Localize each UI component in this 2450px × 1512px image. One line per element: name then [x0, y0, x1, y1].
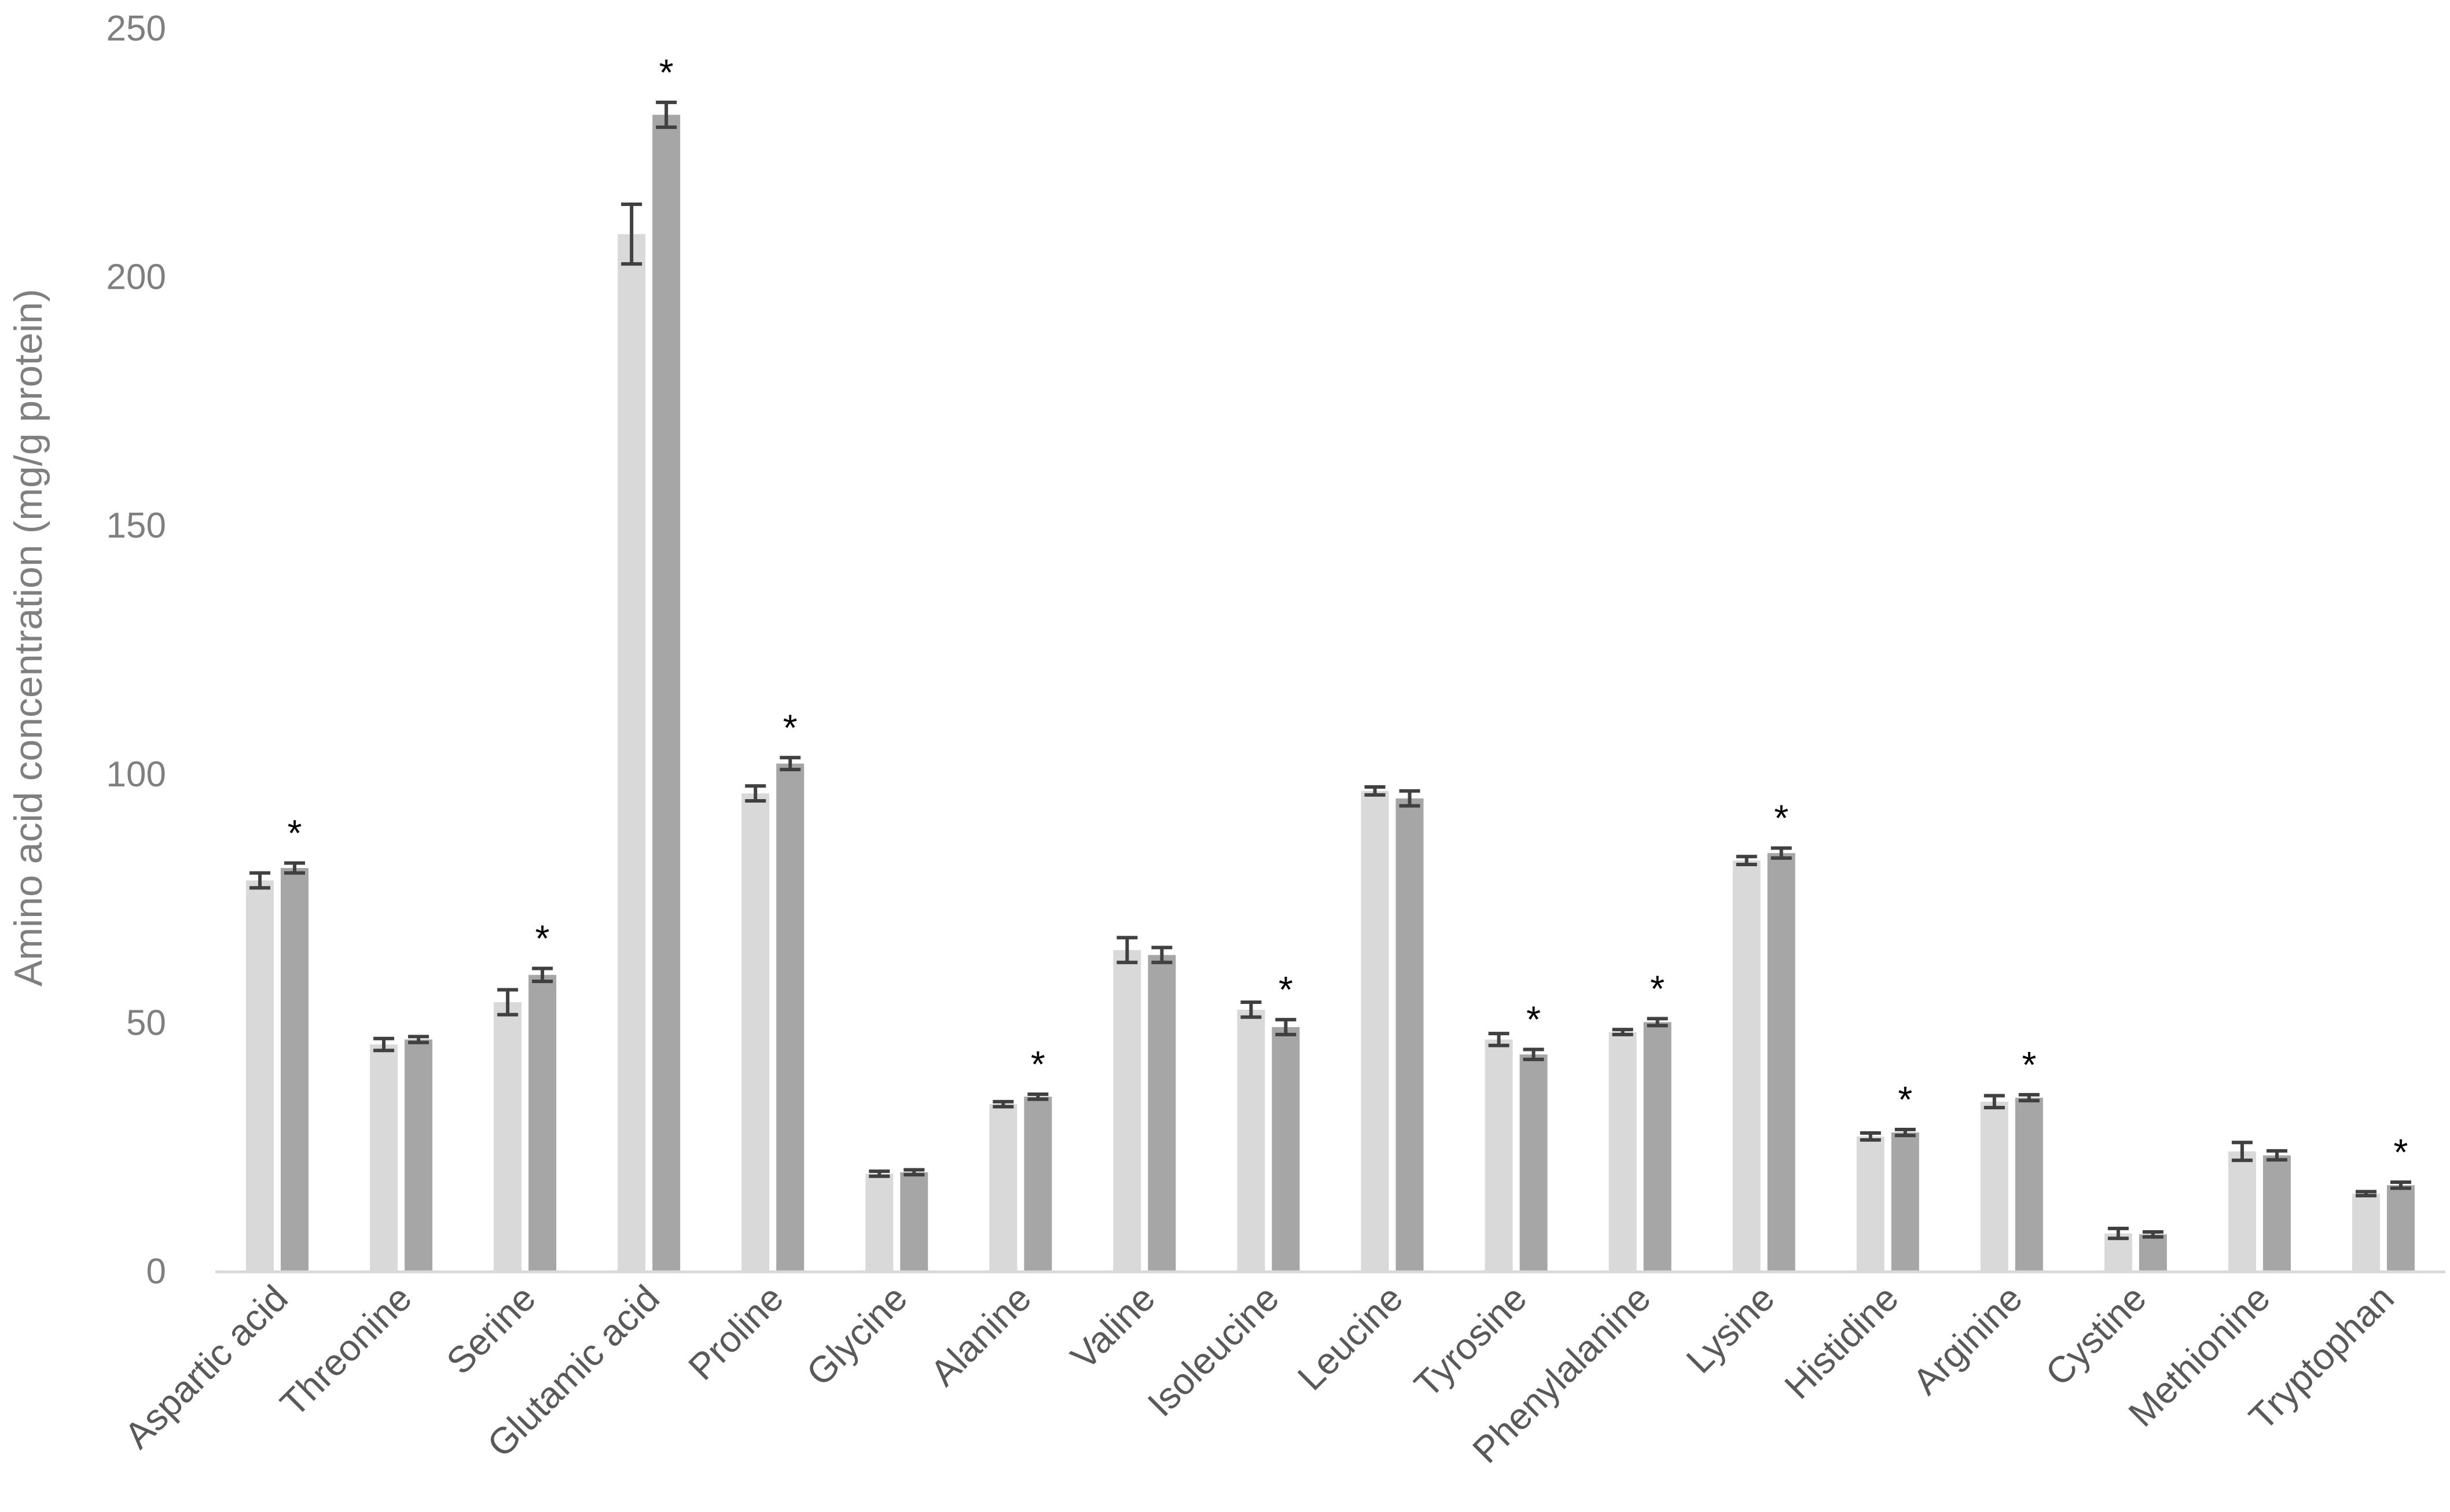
significance-asterisk: * [1279, 969, 1293, 1010]
bar-series1 [1237, 1009, 1265, 1271]
significance-asterisk: * [659, 51, 674, 93]
bar-series2 [1643, 1022, 1672, 1271]
bar-series2 [1519, 1054, 1548, 1271]
x-tick-label: Valine [1063, 1277, 1163, 1377]
bar-series1 [1361, 790, 1389, 1271]
bar-series2 [528, 974, 557, 1271]
bar-series1 [2228, 1151, 2256, 1271]
y-tick-label: 0 [146, 1252, 166, 1292]
significance-asterisk: * [2022, 1044, 2036, 1086]
bar-series2 [2262, 1155, 2291, 1271]
significance-asterisk: * [535, 918, 550, 959]
x-tick-label: Tyrosine [1406, 1277, 1535, 1406]
bar-series1 [1732, 860, 1761, 1271]
x-tick-label: Alanine [922, 1277, 1039, 1394]
significance-asterisk: * [783, 707, 798, 748]
bar-series2 [1767, 853, 1795, 1271]
y-tick-label: 50 [126, 1003, 166, 1043]
y-axis-title: Amino acid concentration (mg/g protein) [6, 289, 50, 987]
bar-series2 [776, 763, 805, 1271]
y-tick-label: 250 [106, 9, 166, 49]
significance-asterisk: * [1031, 1043, 1045, 1085]
significance-asterisk: * [1650, 967, 1665, 1009]
bar-series2 [652, 115, 681, 1271]
x-tick-label: Cystine [2037, 1277, 2154, 1394]
significance-markers: * * * * * * * * * * * * [288, 51, 2408, 1173]
bar-series2 [2139, 1234, 2167, 1271]
bar-series1 [865, 1173, 894, 1271]
bar-series2 [1395, 798, 1424, 1271]
bar-series1 [1485, 1039, 1513, 1271]
x-tick-label: Glycine [798, 1277, 915, 1394]
bar-series1 [618, 234, 646, 1271]
x-tick-label: Aspartic acid [116, 1277, 296, 1456]
x-tick-label: Arginine [1905, 1277, 2030, 1403]
significance-asterisk: * [1774, 797, 1788, 839]
bar-series2 [2015, 1097, 2043, 1271]
y-axis-ticks: 0 50 100 150 200 250 [106, 9, 166, 1292]
bar-series1 [2352, 1193, 2380, 1271]
x-tick-label: Lysine [1678, 1277, 1783, 1381]
bar-series1 [1856, 1136, 1885, 1271]
bar-series2 [1024, 1097, 1052, 1271]
significance-asterisk: * [2394, 1131, 2408, 1173]
bar-series2 [900, 1172, 928, 1271]
x-tick-label: Leucine [1290, 1277, 1411, 1398]
bar-series2 [1272, 1027, 1300, 1271]
x-tick-label: Histidine [1776, 1277, 1906, 1407]
y-tick-label: 150 [106, 506, 166, 546]
bar-series2 [1891, 1132, 1919, 1271]
bar-series2 [1148, 955, 1176, 1271]
bar-series1 [1980, 1101, 2008, 1271]
bar-series1 [494, 1002, 522, 1271]
bar-series2 [2386, 1185, 2415, 1271]
x-tick-label: Proline [680, 1277, 791, 1388]
bar-series1 [741, 793, 770, 1271]
bar-series1 [246, 880, 274, 1271]
bar-series2 [405, 1039, 433, 1271]
error-bars [249, 100, 2411, 1241]
bar-series2 [281, 868, 309, 1271]
x-tick-label: Isoleucine [1140, 1277, 1287, 1425]
y-tick-label: 200 [106, 257, 166, 297]
significance-asterisk: * [1898, 1079, 1912, 1120]
y-tick-label: 100 [106, 755, 166, 794]
x-tick-label: Serine [438, 1277, 543, 1382]
bar-series1 [989, 1104, 1018, 1271]
bar-series1 [1608, 1032, 1637, 1271]
x-tick-label: Threonine [272, 1277, 420, 1425]
bar-series1 [370, 1044, 398, 1271]
significance-asterisk: * [288, 812, 302, 854]
significance-asterisk: * [1526, 999, 1541, 1040]
bar-series [246, 115, 2415, 1271]
bar-series1 [1113, 950, 1141, 1271]
